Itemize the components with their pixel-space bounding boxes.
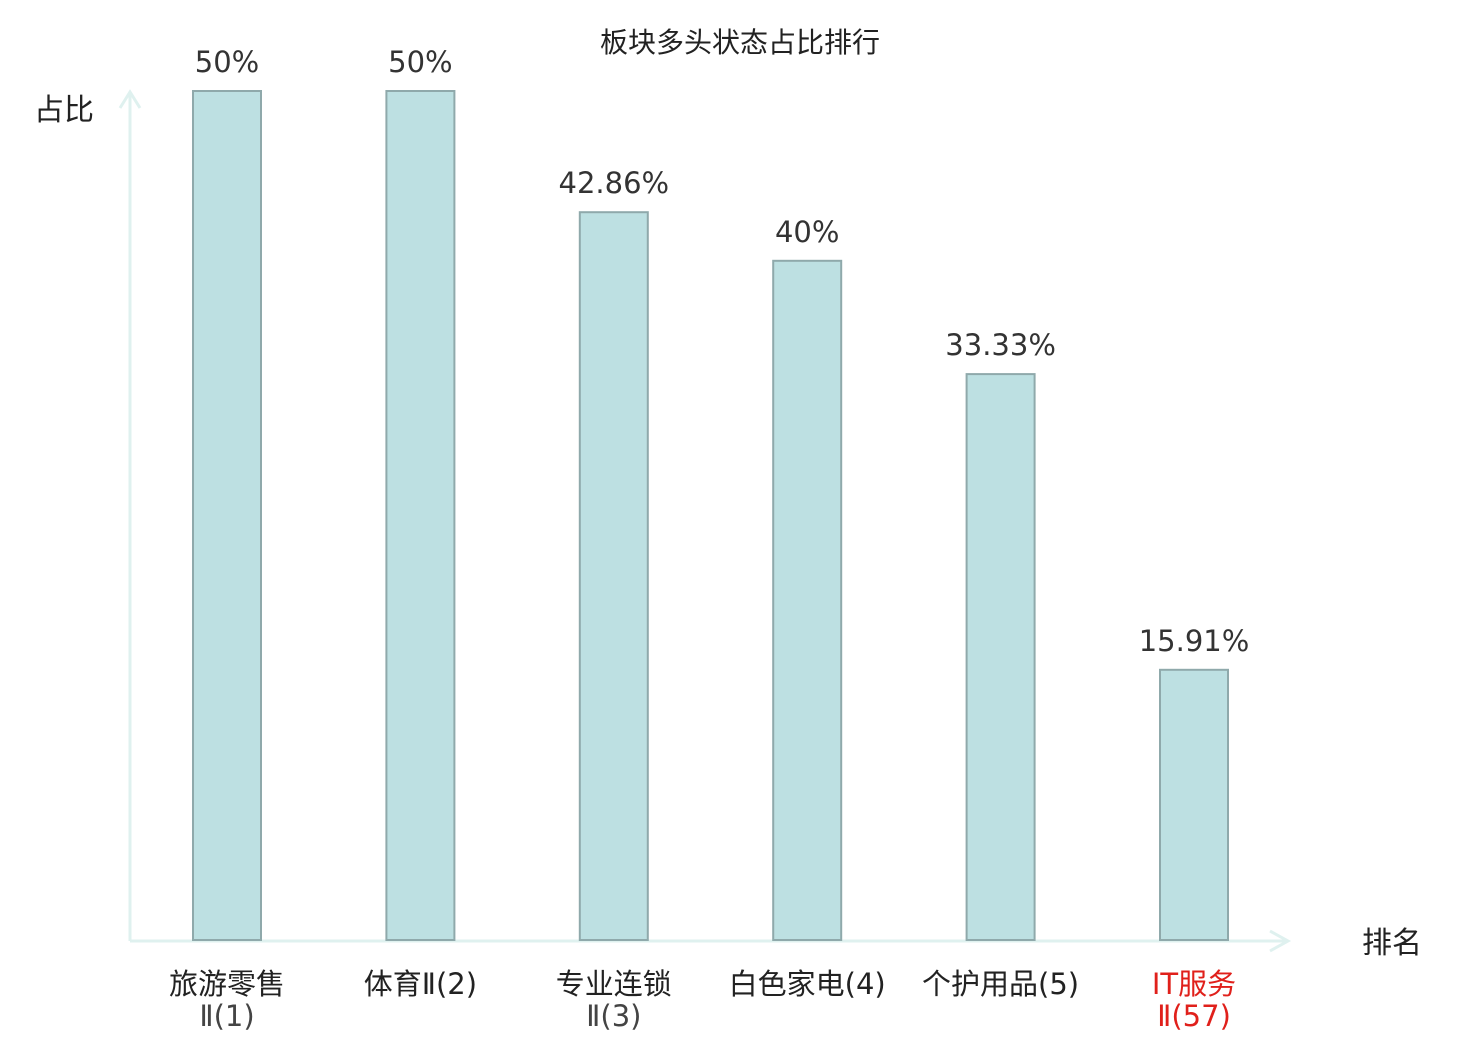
- category-label-line2-1: Ⅱ(1): [199, 999, 254, 1033]
- chart-title: 板块多头状态占比排行: [600, 26, 880, 59]
- category-label-line2-3: Ⅱ(3): [586, 999, 641, 1033]
- bar-3: [578, 211, 649, 941]
- category-label-5: 个护用品(5): [922, 967, 1079, 1001]
- value-label-5: 33.33%: [945, 328, 1056, 362]
- value-label-6: 15.91%: [1139, 624, 1250, 658]
- x-axis-arrow: [1269, 929, 1292, 953]
- bar-4: [772, 259, 843, 941]
- bar-6: [1159, 668, 1229, 941]
- x-axis-label: 排名: [1362, 926, 1422, 961]
- value-label-1: 50%: [195, 45, 259, 79]
- category-label-4: 白色家电(4): [729, 967, 886, 1001]
- bar-2: [385, 90, 456, 941]
- value-label-3: 42.86%: [559, 166, 670, 200]
- bar-1: [192, 90, 262, 941]
- category-label-1: 旅游零售: [169, 967, 285, 1001]
- category-label-2: 体育Ⅱ(2): [364, 967, 477, 1001]
- value-labels-group: 50% 50% 42.86% 40% 33.33% 15.91%: [195, 45, 1250, 658]
- bars-group: [192, 90, 1229, 942]
- category-label-3: 专业连锁: [556, 967, 672, 1001]
- y-axis-label: 占比: [34, 93, 94, 128]
- value-label-4: 40%: [775, 215, 839, 249]
- y-axis-arrow: [118, 89, 142, 109]
- category-label-line2-6: Ⅱ(57): [1157, 999, 1231, 1033]
- bar-5: [965, 373, 1036, 942]
- value-label-2: 50%: [388, 45, 452, 79]
- category-label-6: IT服务: [1152, 967, 1236, 1001]
